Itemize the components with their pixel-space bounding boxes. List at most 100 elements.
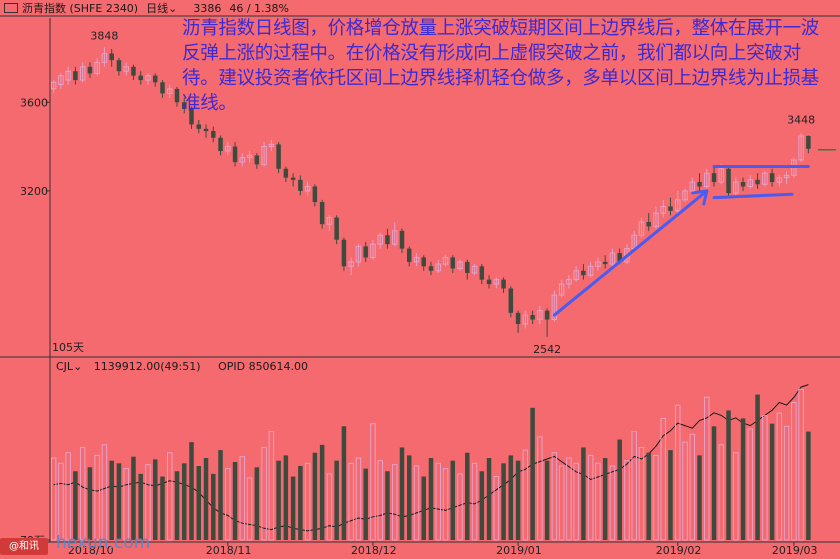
volume-bar xyxy=(131,456,136,540)
volume-bar xyxy=(653,454,659,541)
candle-body xyxy=(653,212,659,227)
candle-body xyxy=(544,310,550,320)
candle-body xyxy=(450,257,456,269)
price-tick-label: 3600 xyxy=(20,96,48,109)
candle-body xyxy=(196,124,202,129)
volume-bar xyxy=(246,477,253,541)
low-price-label: 2542 xyxy=(533,343,561,356)
volume-bar xyxy=(239,456,246,541)
candle-body xyxy=(174,88,180,103)
candle-body xyxy=(733,181,739,194)
arrow-head xyxy=(691,189,709,206)
volume-bar xyxy=(298,465,303,540)
volume-bar xyxy=(276,460,281,540)
volume-bar xyxy=(522,449,529,541)
candle-body xyxy=(319,202,325,225)
candle-body xyxy=(87,66,93,74)
candle-body xyxy=(341,239,347,267)
candle-body xyxy=(762,172,768,185)
volume-indicator-label[interactable]: CJL xyxy=(56,360,74,373)
volume-bar xyxy=(65,452,71,541)
period-selector[interactable]: 日线 xyxy=(146,2,169,15)
candle-body xyxy=(304,186,311,192)
volume-bar xyxy=(370,423,376,541)
candle-body xyxy=(166,88,173,94)
candle-body xyxy=(355,245,362,263)
volume-bar xyxy=(587,454,594,541)
volume-bar xyxy=(225,468,231,541)
last-price: 3386 xyxy=(193,1,222,15)
volume-bar xyxy=(363,468,368,540)
candle-body xyxy=(537,310,543,321)
volume-bar xyxy=(166,452,173,541)
candle-body xyxy=(370,243,376,258)
volume-bar xyxy=(326,473,333,541)
candle-body xyxy=(218,137,223,152)
volume-bar xyxy=(689,433,696,541)
volume-bar xyxy=(211,473,216,540)
volume-bar xyxy=(609,465,616,541)
open-interest-value: OPID 850614.00 xyxy=(218,360,309,373)
window-icon[interactable] xyxy=(4,3,18,13)
candle-body xyxy=(246,154,253,159)
volume-bar xyxy=(530,407,535,540)
volume-bar xyxy=(334,460,339,540)
candle-body xyxy=(806,135,811,149)
volume-bar xyxy=(196,465,202,540)
volume-bar xyxy=(203,458,209,540)
volume-bar xyxy=(261,446,267,541)
high-price-label: 3848 xyxy=(90,29,118,42)
x-tick-label: 2019/03 xyxy=(772,544,818,557)
volume-bar xyxy=(457,473,463,541)
volume-bar xyxy=(508,455,514,540)
chevron-down-icon[interactable]: ⌄ xyxy=(73,360,83,373)
volume-bar xyxy=(697,455,702,540)
candle-body xyxy=(457,261,463,270)
volume-bar xyxy=(182,463,187,540)
volume-bar xyxy=(711,426,717,540)
candle-body xyxy=(145,75,151,81)
volume-bar xyxy=(218,450,223,540)
candle-body xyxy=(660,205,666,214)
candle-body xyxy=(442,256,449,265)
volume-bar xyxy=(421,476,426,540)
instrument-name[interactable]: 沥青指数 (SHFE 2340) xyxy=(22,2,139,15)
volume-bar xyxy=(479,471,485,540)
volume-bar xyxy=(558,465,565,541)
volume-bar xyxy=(573,462,579,541)
candle-body xyxy=(530,315,535,320)
volume-bar xyxy=(254,467,260,540)
volume-bar xyxy=(348,462,354,541)
candle-body xyxy=(290,177,296,180)
volume-bar xyxy=(304,462,311,541)
chart-header: 沥青指数 (SHFE 2340) 日线 ⌄ 3386 46 / 1.38% xyxy=(0,0,297,16)
volume-bar xyxy=(595,462,601,541)
candle-body xyxy=(109,53,114,61)
price-tick-label: 3200 xyxy=(20,185,48,198)
candle-body xyxy=(682,190,688,201)
candle-body xyxy=(704,172,710,188)
volume-bar xyxy=(668,450,673,540)
volume-bar xyxy=(465,452,470,540)
candle-body xyxy=(421,257,426,267)
volume-bar xyxy=(109,460,114,540)
recent-high-label: 3448 xyxy=(787,113,815,126)
volume-value: 1139912.00(49:51) xyxy=(93,360,201,373)
x-tick-label: 2018/12 xyxy=(351,544,397,557)
candle-body xyxy=(116,60,122,72)
volume-bar xyxy=(769,423,775,540)
volume-bar xyxy=(138,473,143,540)
candle-body xyxy=(312,186,318,203)
x-tick-label: 2018/11 xyxy=(206,544,252,557)
volume-bar xyxy=(385,471,390,540)
volume-bar xyxy=(740,418,746,540)
volume-bar xyxy=(493,476,500,541)
volume-bar xyxy=(116,463,122,540)
volume-bar xyxy=(791,402,797,541)
volume-bar xyxy=(602,458,608,540)
chevron-down-icon[interactable]: ⌄ xyxy=(168,1,178,15)
candle-body xyxy=(711,173,717,183)
candle-body xyxy=(326,217,333,225)
volume-bar xyxy=(435,462,442,541)
candle-body xyxy=(385,235,390,245)
